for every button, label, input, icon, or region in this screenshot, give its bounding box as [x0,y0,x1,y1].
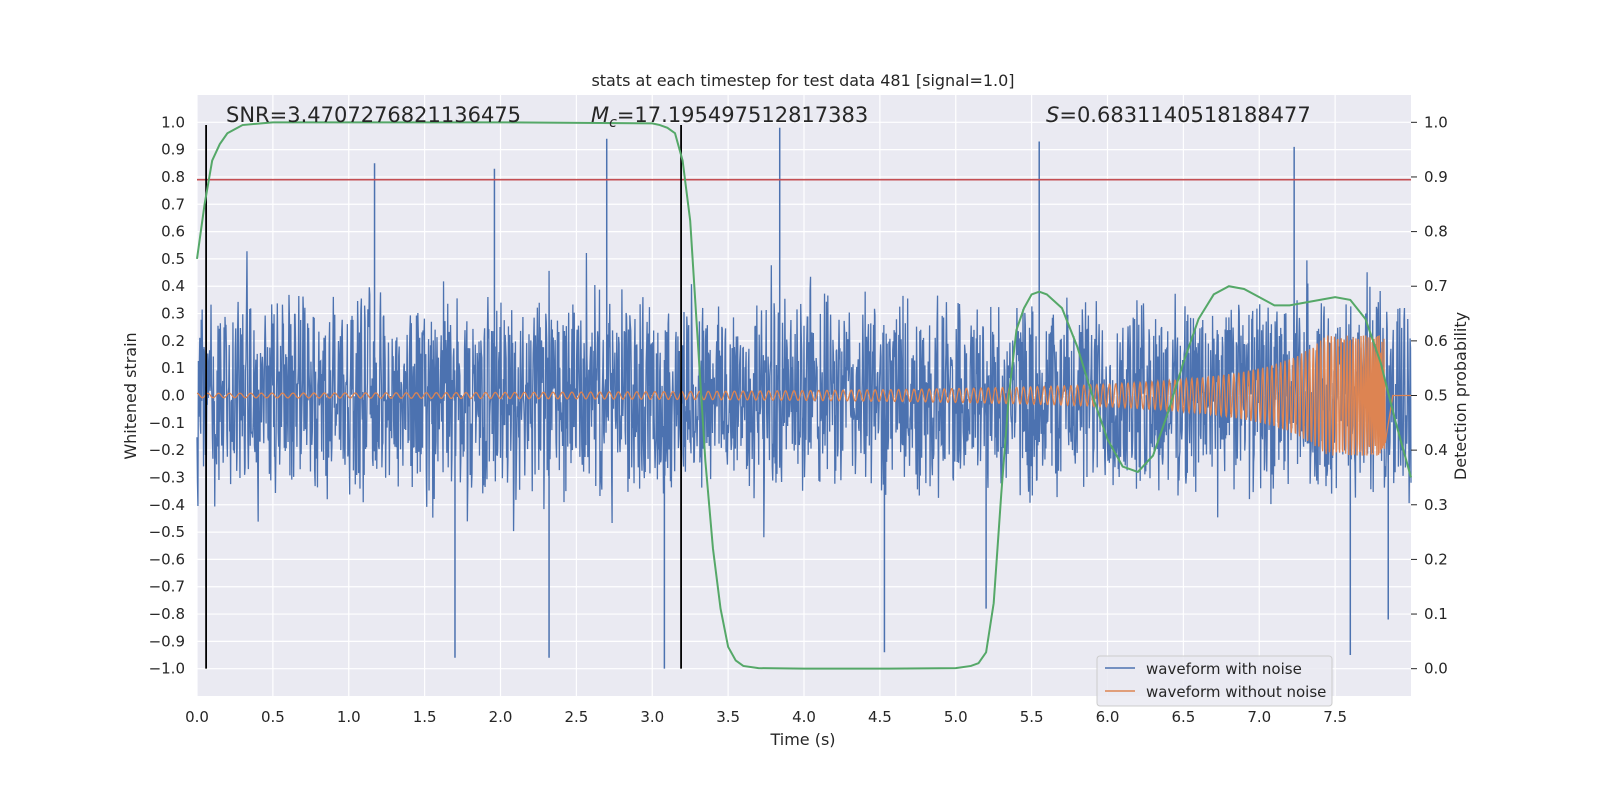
series-detection-probability [196,121,1412,670]
snr-annotation: SNR=3.4707276821136475 [226,103,521,127]
x-tick-label: 1.0 [337,708,361,726]
y-left-tick-label: −0.8 [149,605,185,623]
x-axis-label: Time (s) [769,730,835,749]
score-value: =0.6831140518188477 [1059,103,1310,127]
y-right-tick-label: 0.4 [1424,441,1448,459]
y-right-tick-label: 0.3 [1424,496,1448,514]
legend-box [1096,655,1333,707]
series-clean-waveform [196,335,1411,456]
chart-title: stats at each timestep for test data 481… [591,71,1014,90]
y-left-tick-label: −0.9 [149,632,185,650]
x-tick-label: 4.5 [868,708,892,726]
y-left-tick-label: 0.5 [161,250,185,268]
chirp-mass-annotation: Mc=17.195497512817383 [591,103,868,131]
y-right-tick-label: 0.7 [1424,277,1448,295]
y-left-tick-label: 0.2 [161,332,185,350]
y-left-tick-label: −1.0 [149,660,185,678]
x-axis-ticks: 0.0 0.5 1.0 1.5 2.0 2.5 3.0 3.5 4.0 4.5 5.0 5.5 6.0 6… [185,708,1347,726]
y-right-tick-label: 1.0 [1424,113,1448,131]
y-left-tick-label: 1.0 [161,113,185,131]
y-left-tick-label: 0.6 [161,223,185,241]
x-tick-label: 6.5 [1171,708,1195,726]
y-left-tick-label: −0.4 [149,496,185,514]
y-left-tick-label: −0.3 [149,468,185,486]
y-right-tick-label: 0.2 [1424,550,1448,568]
y-right-tick-label: 0.1 [1424,605,1448,623]
y-left-tick-label: −0.5 [149,523,185,541]
chirp-mass-symbol: M [591,103,609,127]
x-tick-label: 5.5 [1020,708,1044,726]
y-left-tick-label: −0.2 [149,441,185,459]
x-tick-label: 5.0 [944,708,968,726]
x-tick-label: 2.0 [489,708,513,726]
y-left-tick-label: −0.6 [149,550,185,568]
y-left-tick-label: 0.1 [161,359,185,377]
x-tick-label: 7.5 [1323,708,1347,726]
chirp-mass-value: =17.195497512817383 [617,103,868,127]
series-layer [196,121,1412,670]
y-axis-left-ticks: 1.0 0.9 0.8 0.7 0.6 0.5 0.4 0.3 0.2 0.1 0.0 −0.1 −0.… [149,113,185,677]
legend: waveform with noise waveform without noi… [1096,655,1333,707]
x-tick-label: 3.5 [716,708,740,726]
x-tick-label: 1.5 [413,708,437,726]
y-left-tick-label: 0.7 [161,195,185,213]
y-right-tick-label: 0.6 [1424,332,1448,350]
y-right-tick-label: 0.0 [1424,660,1448,678]
y-left-tick-label: 0.4 [161,277,185,295]
y-left-tick-label: 0.3 [161,305,185,323]
x-tick-label: 4.0 [792,708,816,726]
score-symbol: S [1046,103,1059,127]
x-tick-label: 0.5 [261,708,285,726]
y-left-tick-label: −0.1 [149,414,185,432]
x-tick-label: 0.0 [185,708,209,726]
y-right-tick-label: 0.5 [1424,387,1448,405]
y-left-tick-label: 0.8 [161,168,185,186]
y-axis-left-label: Whitened strain [121,332,140,459]
chirp-mass-subscript: c [609,115,617,131]
x-tick-label: 6.0 [1096,708,1120,726]
score-annotation: S=0.6831140518188477 [1046,103,1311,127]
y-left-tick-label: 0.0 [161,387,185,405]
x-tick-label: 2.5 [564,708,588,726]
y-left-tick-label: −0.7 [149,578,185,596]
x-tick-label: 7.0 [1247,708,1271,726]
y-axis-right-ticks: 1.0 0.9 0.8 0.7 0.6 0.5 0.4 0.3 0.2 0.1 0.0 [1411,113,1448,678]
y-left-tick-label: 0.9 [161,141,185,159]
legend-label-noisy: waveform with noise [1146,660,1302,678]
y-axis-right-label: Detection probability [1451,312,1470,480]
y-right-tick-label: 0.9 [1424,168,1448,186]
y-right-tick-label: 0.8 [1424,223,1448,241]
x-tick-label: 3.0 [640,708,664,726]
legend-label-clean: waveform without noise [1146,683,1326,701]
